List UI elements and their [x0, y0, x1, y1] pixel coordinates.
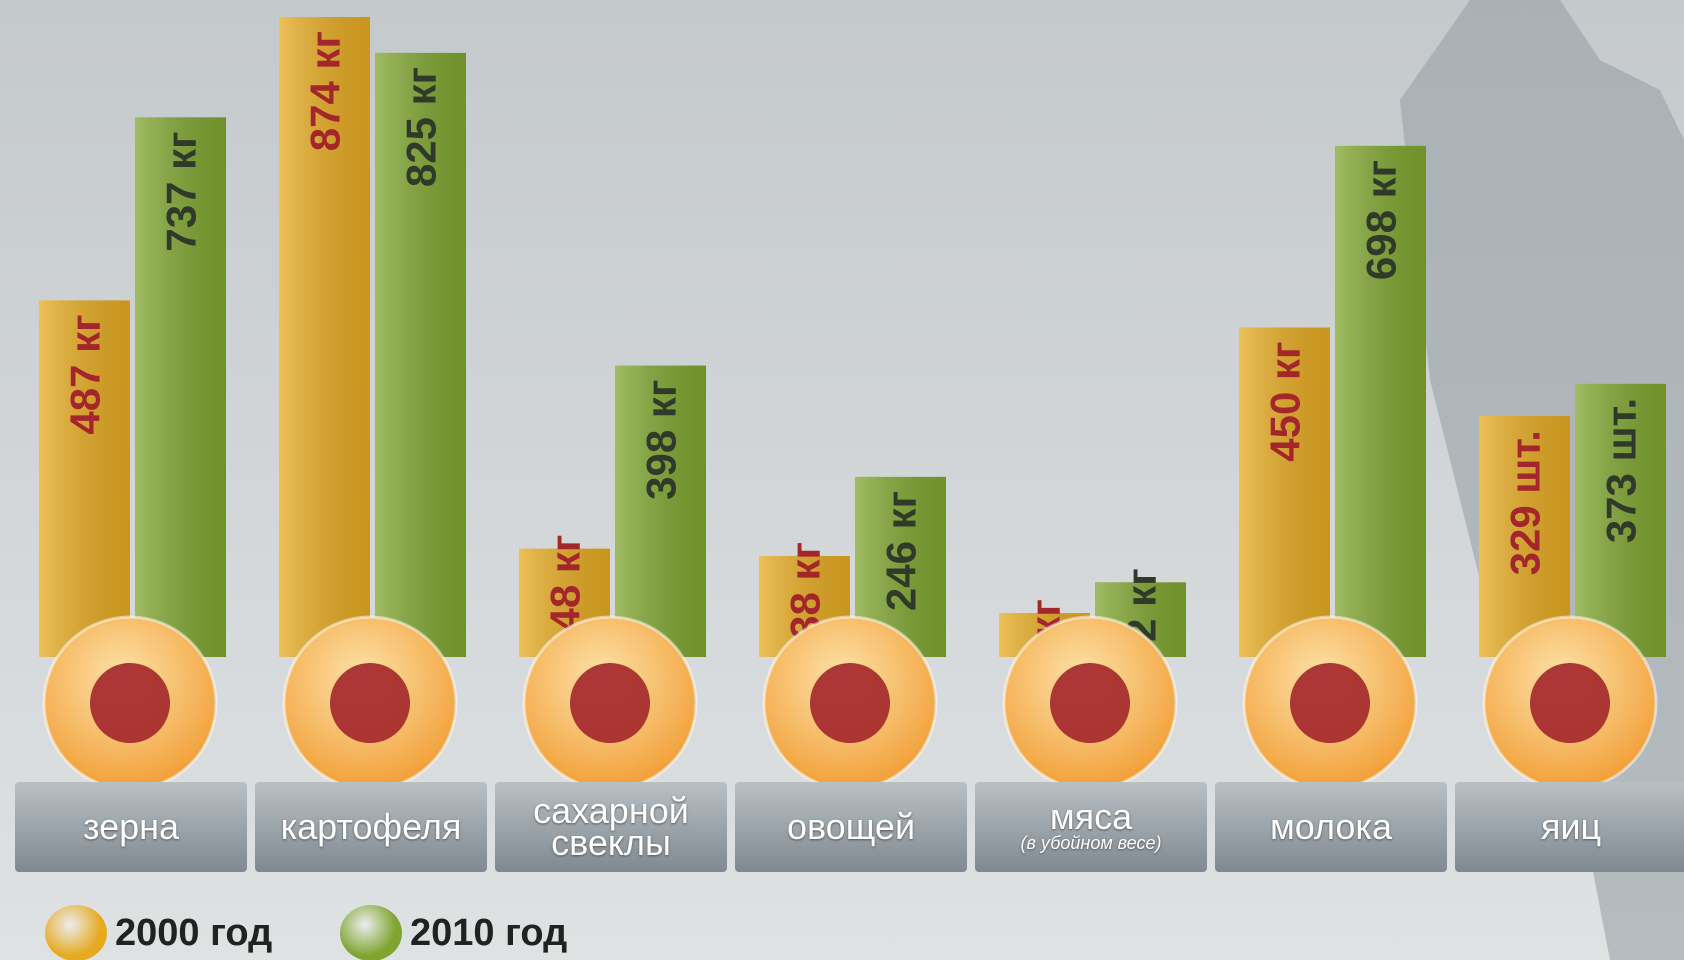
icon — [810, 663, 890, 743]
value-label: 373 шт. — [1598, 398, 1645, 543]
legend-label: 2000 год — [115, 912, 272, 955]
legend-item: 2010 год — [340, 905, 567, 960]
icon — [90, 663, 170, 743]
category-plate: овощей — [735, 782, 967, 872]
category-plate: яиц — [1455, 782, 1684, 872]
icon — [1290, 663, 1370, 743]
value-label: 698 кг — [1358, 160, 1405, 280]
value-label: 874 кг — [302, 31, 349, 151]
legend-swatch — [340, 905, 402, 960]
category-label: зерна — [24, 811, 239, 843]
value-label: 246 кг — [878, 491, 925, 611]
category-plate: сахарной свеклы — [495, 782, 727, 872]
icon — [330, 663, 410, 743]
value-label: 737 кг — [158, 131, 205, 251]
category-note: (в убойном весе) — [1020, 833, 1161, 854]
category-plate: мяса(в убойном весе) — [975, 782, 1207, 872]
category-label: сахарной свеклы — [504, 795, 719, 859]
legend-item: 2000 год — [45, 905, 272, 960]
infographic: 487 кг737 кг874 кг825 кг148 кг398 кг138 … — [0, 0, 1684, 960]
value-label: 398 кг — [638, 380, 685, 500]
category-label: мяса — [984, 801, 1199, 833]
category-label: овощей — [744, 811, 959, 843]
category-label: молока — [1224, 811, 1439, 843]
category-label: картофеля — [264, 811, 479, 843]
legend-swatch — [45, 905, 107, 960]
value-label: 825 кг — [398, 67, 445, 187]
value-label: 487 кг — [62, 314, 109, 434]
icon — [1050, 663, 1130, 743]
category-plate: зерна — [15, 782, 247, 872]
category-label: яиц — [1464, 811, 1679, 843]
value-label: 329 шт. — [1502, 430, 1549, 575]
value-label: 450 кг — [1262, 341, 1309, 461]
category-plate: картофеля — [255, 782, 487, 872]
category-plate: молока — [1215, 782, 1447, 872]
icon — [1530, 663, 1610, 743]
legend-label: 2010 год — [410, 912, 567, 955]
icon — [570, 663, 650, 743]
